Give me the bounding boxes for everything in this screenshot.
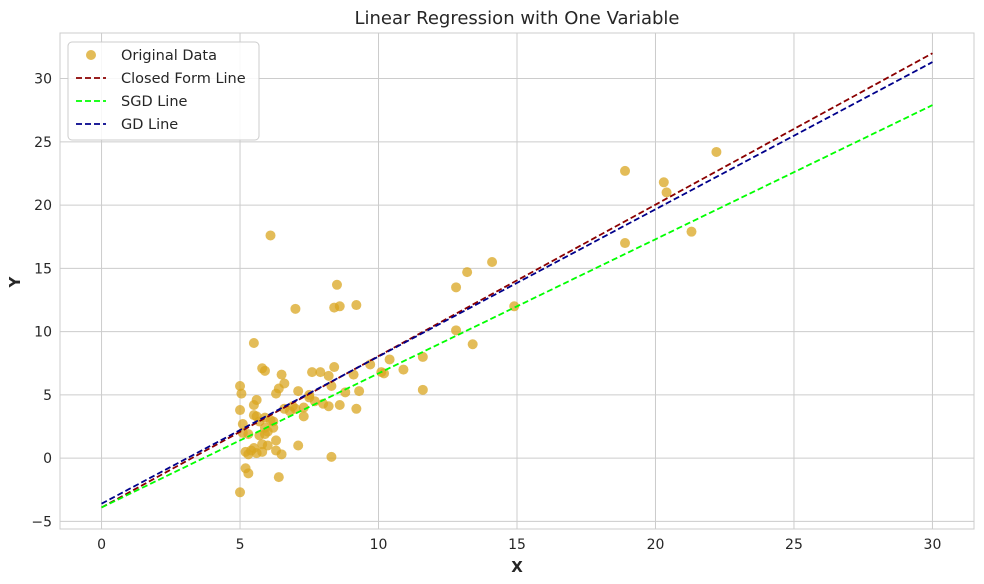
data-point [329,302,340,313]
data-point [246,445,257,456]
grid-lines [60,33,974,529]
data-point [334,400,345,410]
x-tick-label: 30 [924,537,942,553]
data-point [298,402,309,413]
x-tick-label: 25 [785,537,803,553]
data-point [235,487,246,498]
data-point [235,381,246,392]
data-point [686,226,697,237]
data-point [243,468,254,479]
data-point [326,451,337,462]
legend-marker-original-data [86,50,96,60]
sgd-line [101,104,933,509]
data-point [273,472,284,483]
data-point [284,406,295,417]
data-point [340,387,351,398]
legend-label-gd: GD Line [121,117,178,133]
data-point [273,383,284,394]
x-tick-labels: 0 5 10 15 20 25 30 [97,537,941,553]
plot-area: 0 5 10 15 20 25 30 −5 0 5 10 15 20 25 30 [31,32,975,553]
data-point [293,386,304,397]
data-point [315,367,326,378]
chart-title: Linear Regression with One Variable [354,8,679,29]
data-point [620,165,631,176]
data-point [348,369,359,380]
data-point [293,440,304,451]
data-point [248,338,259,348]
data-point [271,435,282,446]
data-point [257,363,268,374]
x-tick-label: 10 [370,537,388,553]
y-tick-label: 20 [34,198,52,214]
data-point [451,282,462,293]
x-tick-label: 5 [236,537,245,553]
x-tick-label: 0 [97,537,106,553]
data-point [276,369,287,380]
data-point [711,146,722,157]
data-point [331,279,342,290]
data-point [298,411,309,422]
data-point [462,267,473,278]
y-axis-label: Y [6,275,24,288]
regression-lines [101,52,933,509]
x-axis-label: X [511,558,523,576]
legend-label-closed-form: Closed Form Line [121,71,246,87]
legend-label-original-data: Original Data [121,48,217,64]
data-point [236,388,247,399]
legend-box [67,41,260,141]
y-tick-label: 25 [34,135,52,151]
closed-form-line [101,52,933,509]
data-point [451,325,462,336]
data-point [290,303,301,314]
y-tick-label: 15 [34,261,52,277]
data-point [417,384,428,395]
legend-label-sgd: SGD Line [121,94,188,110]
data-point [248,400,259,410]
data-point [329,362,340,373]
data-point [235,405,246,416]
data-point [398,364,409,375]
data-point [265,230,276,241]
data-point [307,367,318,378]
data-point [365,359,376,370]
x-tick-label: 15 [508,537,526,553]
y-tick-label: 30 [34,72,52,88]
y-tick-label: −5 [31,514,52,530]
data-point [351,300,362,311]
data-point [658,177,669,188]
x-tick-label: 20 [647,537,665,553]
gd-line [101,61,933,505]
data-point [243,429,254,440]
data-point [323,370,334,381]
data-point [487,257,498,268]
data-point [276,449,287,460]
y-tick-label: 0 [43,451,52,467]
y-tick-label: 10 [34,325,52,341]
data-point [417,351,428,362]
y-tick-label: 5 [43,388,52,404]
data-point [661,187,672,198]
legend: Original Data Closed Form Line SGD Line … [67,41,260,141]
data-point [620,238,631,249]
data-point [257,446,268,457]
data-point [384,354,395,365]
y-tick-labels: −5 0 5 10 15 20 25 30 [31,72,52,531]
data-point [467,339,478,350]
data-point [354,386,365,397]
data-point [351,403,362,414]
